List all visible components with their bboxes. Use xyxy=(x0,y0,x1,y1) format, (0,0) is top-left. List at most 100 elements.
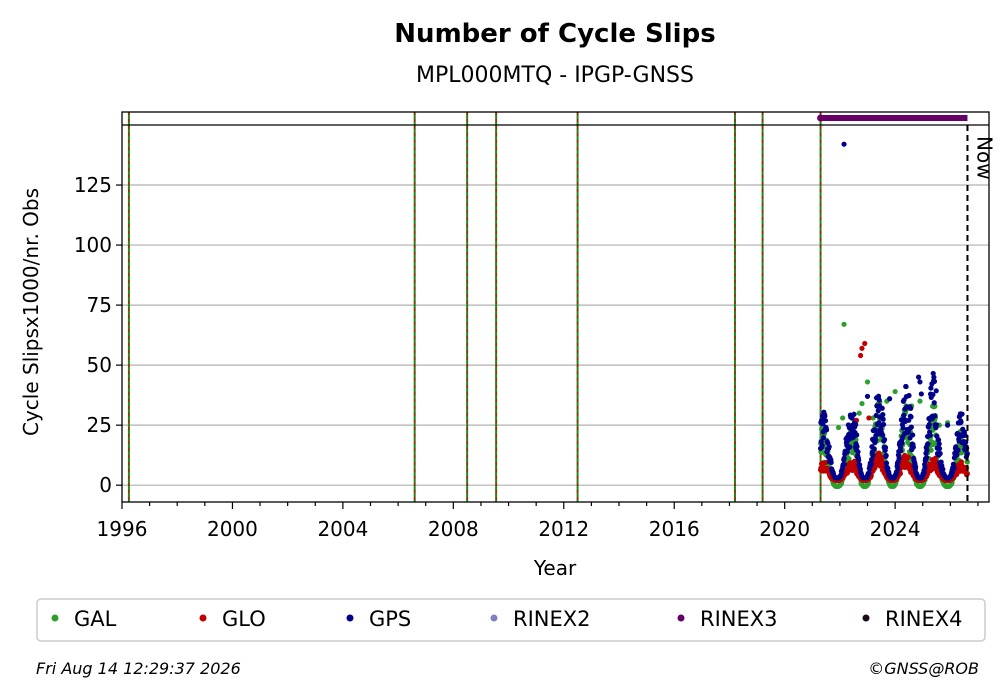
footer-copyright: ©GNSS@ROB xyxy=(868,659,979,678)
data-point xyxy=(898,448,904,454)
y-axis-ticks: 0 25 50 75 100 125 xyxy=(74,173,122,497)
legend-label: RINEX4 xyxy=(885,607,963,631)
y-tick-label: 0 xyxy=(99,473,112,497)
data-point xyxy=(822,418,829,424)
legend-item-gps: GPS xyxy=(346,607,411,631)
legend-label: GLO xyxy=(222,607,266,631)
legend-label: RINEX3 xyxy=(700,607,778,631)
y-axis-label: Cycle Slipsx1000/nr. Obs xyxy=(19,188,43,436)
data-point xyxy=(962,432,968,438)
legend-item-rinex3: RINEX3 xyxy=(677,607,778,631)
series-gps xyxy=(817,141,970,481)
x-tick-label: 1996 xyxy=(97,517,148,541)
data-point xyxy=(964,451,970,457)
data-point xyxy=(954,451,960,457)
now-label: Now xyxy=(972,136,996,180)
data-point xyxy=(964,471,970,477)
data-point xyxy=(903,383,909,390)
y-tick-label: 125 xyxy=(74,173,112,197)
x-tick-label: 2016 xyxy=(649,517,700,541)
data-point xyxy=(879,405,885,411)
legend-marker xyxy=(677,614,685,622)
data-point xyxy=(868,461,874,467)
data-point xyxy=(882,444,889,451)
data-point xyxy=(928,447,934,453)
y-tick-label: 50 xyxy=(87,353,112,377)
chart-title: Number of Cycle Slips xyxy=(394,19,715,49)
data-point xyxy=(819,442,825,449)
data-point xyxy=(923,455,930,461)
data-point xyxy=(826,444,832,450)
data-point xyxy=(880,411,886,418)
footer-timestamp: Fri Aug 14 12:29:37 2026 xyxy=(36,659,241,678)
legend-marker xyxy=(862,614,870,622)
legend-label: GAL xyxy=(74,607,117,631)
legend-box xyxy=(36,598,986,642)
x-axis-label: Year xyxy=(533,556,577,580)
data-point xyxy=(932,413,938,419)
outlier-point xyxy=(864,379,871,385)
grid-lines xyxy=(122,184,989,486)
data-point xyxy=(849,415,855,421)
data-point xyxy=(955,447,961,453)
data-point xyxy=(926,422,932,428)
data-point xyxy=(937,450,943,457)
data-point xyxy=(847,444,853,450)
data-point xyxy=(933,388,939,394)
outlier-point xyxy=(841,321,847,327)
data-point xyxy=(880,416,886,422)
legend-item-rinex4: RINEX4 xyxy=(862,607,963,631)
data-point xyxy=(959,411,965,417)
data-point xyxy=(933,458,939,464)
data-point xyxy=(868,456,875,463)
data-point xyxy=(951,465,957,471)
data-point xyxy=(851,411,857,417)
data-point xyxy=(964,459,970,465)
data-point xyxy=(958,419,964,425)
data-point xyxy=(879,432,886,438)
data-point xyxy=(841,461,848,468)
data-point xyxy=(908,424,914,430)
data-point xyxy=(921,469,927,475)
outlier-point xyxy=(866,415,872,421)
data-point xyxy=(940,466,946,472)
data-point xyxy=(854,444,860,450)
event-lines xyxy=(127,112,822,502)
data-point xyxy=(883,460,890,466)
data-point xyxy=(883,452,889,459)
outlier-point xyxy=(835,424,842,431)
data-points xyxy=(817,141,970,489)
outlier-point xyxy=(917,398,923,404)
x-axis-ticks: 1996 2000 2004 2008 2012 2016 2020 2024 xyxy=(97,502,979,541)
data-point xyxy=(928,385,934,391)
data-point xyxy=(823,427,830,433)
legend-marker xyxy=(199,614,207,622)
series-glo xyxy=(817,340,970,483)
data-point xyxy=(828,459,834,466)
data-point xyxy=(900,425,906,431)
data-point xyxy=(871,446,877,452)
data-point xyxy=(855,449,861,455)
x-tick-label: 2020 xyxy=(759,517,810,541)
data-point xyxy=(879,459,885,465)
outlier-point xyxy=(858,352,864,359)
data-point xyxy=(936,445,943,452)
outlier-point xyxy=(918,391,924,397)
legend-label: GPS xyxy=(369,607,411,631)
y-tick-label: 25 xyxy=(87,413,112,437)
legend: GAL GLO GPS RINEX2 RINEX3 RINEX4 xyxy=(51,607,963,631)
data-point xyxy=(922,465,928,471)
data-point xyxy=(905,454,911,460)
data-point xyxy=(910,444,916,450)
chart-subtitle: MPL000MTQ - IPGP-GNSS xyxy=(416,63,694,88)
data-point xyxy=(933,422,940,428)
data-point xyxy=(907,462,913,469)
outlier-point xyxy=(917,379,923,385)
outlier-point xyxy=(862,340,868,347)
data-point xyxy=(931,378,938,385)
data-point xyxy=(844,449,851,455)
data-point xyxy=(822,413,828,419)
legend-marker xyxy=(346,614,354,622)
data-point xyxy=(896,455,902,461)
legend-label: RINEX2 xyxy=(513,607,591,631)
